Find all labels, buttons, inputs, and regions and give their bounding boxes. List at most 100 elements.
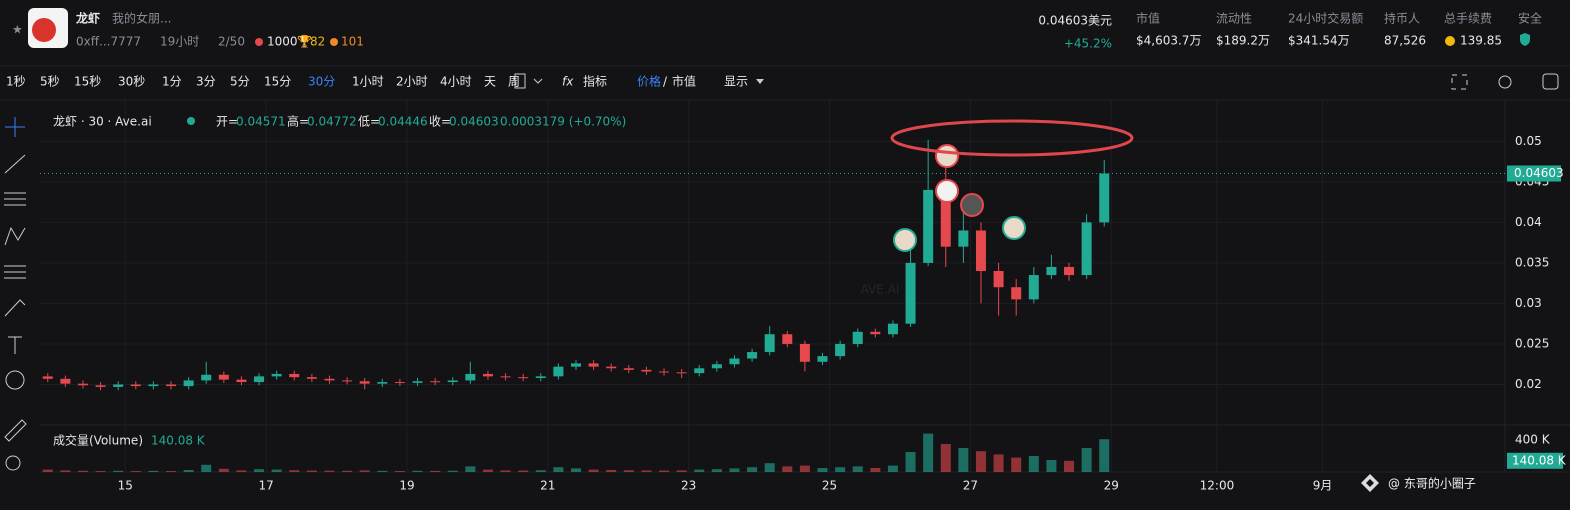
avatar[interactable] xyxy=(935,144,959,168)
candle-body xyxy=(394,382,405,384)
address[interactable]: 0xff...7777 xyxy=(76,35,141,49)
interval[interactable]: 5分 xyxy=(230,75,250,89)
volume-bar xyxy=(324,470,335,472)
cross-tool[interactable] xyxy=(5,117,25,137)
star[interactable]: ★ xyxy=(12,23,23,37)
interval[interactable]: 1秒 xyxy=(6,75,26,89)
fullscreen[interactable] xyxy=(1451,74,1468,90)
interval[interactable]: 5秒 xyxy=(40,75,60,89)
text-tool[interactable] xyxy=(8,336,22,354)
interval-caret[interactable] xyxy=(533,78,543,84)
candle-body xyxy=(1011,287,1022,300)
brush-tool[interactable] xyxy=(4,299,26,317)
candle-icon[interactable] xyxy=(514,73,526,89)
status-dot xyxy=(187,117,195,125)
stat-label: 市值 xyxy=(1136,11,1160,26)
interval[interactable]: 周 xyxy=(508,75,520,89)
candle-body xyxy=(1081,222,1092,276)
interval[interactable]: 3分 xyxy=(196,75,216,89)
badge: 1000 xyxy=(267,35,298,49)
y-tick-label: 0.03 xyxy=(1515,296,1542,310)
volume-bar xyxy=(359,470,370,472)
alert[interactable] xyxy=(1498,75,1512,89)
token-name: 龙虾 xyxy=(76,11,100,26)
interval[interactable]: 15秒 xyxy=(74,75,101,89)
logo-shape xyxy=(32,18,56,42)
candle-body xyxy=(588,363,599,367)
avatar[interactable] xyxy=(893,228,917,252)
candle-body xyxy=(412,381,423,383)
mcap-toggle[interactable]: 市值 xyxy=(672,74,696,89)
avatar[interactable] xyxy=(935,179,959,203)
watermark: AVE.AI xyxy=(861,283,900,297)
volume-bar xyxy=(465,466,476,472)
candle-body xyxy=(729,358,740,365)
badge: 82 xyxy=(310,35,325,49)
avatars xyxy=(893,144,1026,252)
volume-bar xyxy=(183,470,194,472)
emoji-tool[interactable] xyxy=(5,370,25,390)
interval[interactable]: 15分 xyxy=(264,75,291,89)
volume-bar xyxy=(570,468,581,472)
interval[interactable]: 4小时 xyxy=(440,75,472,89)
avatar[interactable] xyxy=(1002,216,1026,240)
volume-bar xyxy=(377,470,388,472)
candle-body xyxy=(694,368,705,374)
candle-body xyxy=(870,331,881,335)
volume-bar xyxy=(870,468,881,472)
volume-bar xyxy=(817,468,828,472)
volume-bar xyxy=(782,466,793,472)
display[interactable]: 显示 xyxy=(724,75,748,89)
last-price-label: 0.04603 xyxy=(1514,166,1564,180)
price-toggle[interactable]: 价格 xyxy=(637,74,661,89)
hlines-tool[interactable] xyxy=(4,192,26,206)
last-price-tag xyxy=(1507,165,1561,182)
volume-bar xyxy=(535,470,546,472)
holders-ratio: 2/50 xyxy=(218,35,245,49)
zoom-tool[interactable] xyxy=(5,455,21,471)
volume-bar xyxy=(940,444,951,472)
y-tick-label: 0.04 xyxy=(1515,215,1542,229)
volume-bar xyxy=(958,448,969,472)
volume-bar xyxy=(289,470,300,472)
interval[interactable]: 1小时 xyxy=(352,75,384,89)
volume-bar xyxy=(887,465,898,472)
interval[interactable]: 天 xyxy=(484,75,496,89)
settings[interactable] xyxy=(1542,73,1559,90)
indicators[interactable]: 指标 xyxy=(583,74,607,89)
y-tick-label: 0.035 xyxy=(1515,255,1549,269)
volume-bar xyxy=(764,463,775,472)
volume-bar xyxy=(993,454,1004,472)
line-tool[interactable] xyxy=(4,154,26,174)
candle-body xyxy=(1046,266,1057,276)
volume-bar xyxy=(500,470,511,472)
interval[interactable]: 1分 xyxy=(162,75,182,89)
volume-bar xyxy=(394,470,405,472)
legend-label: 收= xyxy=(429,115,451,129)
legend: 开=0.04571 高=0.04772 低=0.04446 收=0.04603 0.00… xyxy=(216,114,626,129)
volume-bar xyxy=(113,470,124,472)
interval[interactable]: 30分 xyxy=(308,75,335,89)
volume-bar xyxy=(95,471,106,472)
avatar[interactable] xyxy=(960,193,984,217)
candle-body xyxy=(1099,173,1110,223)
ruler-tool[interactable] xyxy=(4,419,27,442)
chart-title: 龙虾 · 30 · Ave.ai xyxy=(53,115,152,129)
candle-body xyxy=(166,384,177,387)
candle-body xyxy=(747,352,758,359)
x-tick-label: 25 xyxy=(822,479,837,493)
candle-body xyxy=(430,381,441,383)
fx-icon[interactable]: fx xyxy=(562,75,574,89)
legend-label: 开= xyxy=(216,115,238,129)
candle-body xyxy=(148,384,159,387)
volume-bar xyxy=(236,470,247,472)
interval[interactable]: 30秒 xyxy=(118,75,145,89)
volume-bar xyxy=(342,470,353,472)
pattern-tool[interactable] xyxy=(4,226,26,246)
interval[interactable]: 2小时 xyxy=(396,75,428,89)
volume-bar xyxy=(166,471,177,472)
volume-bar xyxy=(1064,460,1075,472)
fib-tool[interactable] xyxy=(4,265,26,279)
y-tick-label: 0.05 xyxy=(1515,134,1542,148)
